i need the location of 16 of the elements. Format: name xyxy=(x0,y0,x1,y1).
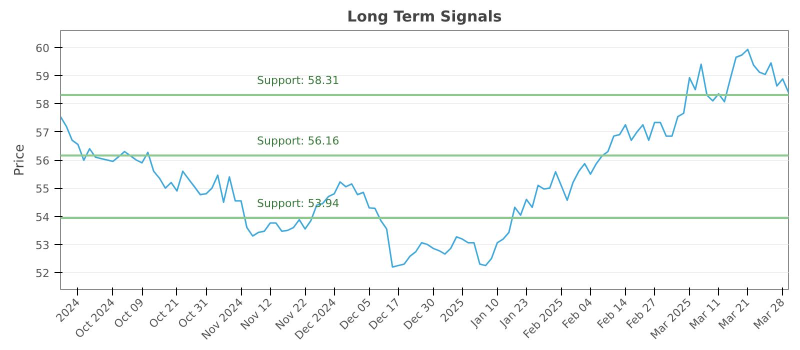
x-tick-label: Mar 28 xyxy=(751,296,788,332)
y-axis-title: Price xyxy=(12,144,28,176)
y-tick-label: 59 xyxy=(36,70,50,84)
y-tick-label: 52 xyxy=(36,267,50,280)
y-tick-label: 58 xyxy=(36,98,50,112)
ref-line-label: Support: 56.16 xyxy=(257,134,340,148)
line-series xyxy=(60,48,788,268)
chart-title: Long Term Signals xyxy=(347,8,502,26)
y-tick-label: 57 xyxy=(36,126,50,140)
y-tick-label: 60 xyxy=(36,42,50,55)
y-tick-label: 56 xyxy=(36,154,50,168)
x-tick-label: Dec 30 xyxy=(401,296,438,333)
ref-line-label: Support: 58.31 xyxy=(257,74,340,87)
y-tick-label: 53 xyxy=(36,238,50,252)
y-tick-label: 54 xyxy=(36,210,50,224)
y-tick-label: 55 xyxy=(36,182,50,196)
